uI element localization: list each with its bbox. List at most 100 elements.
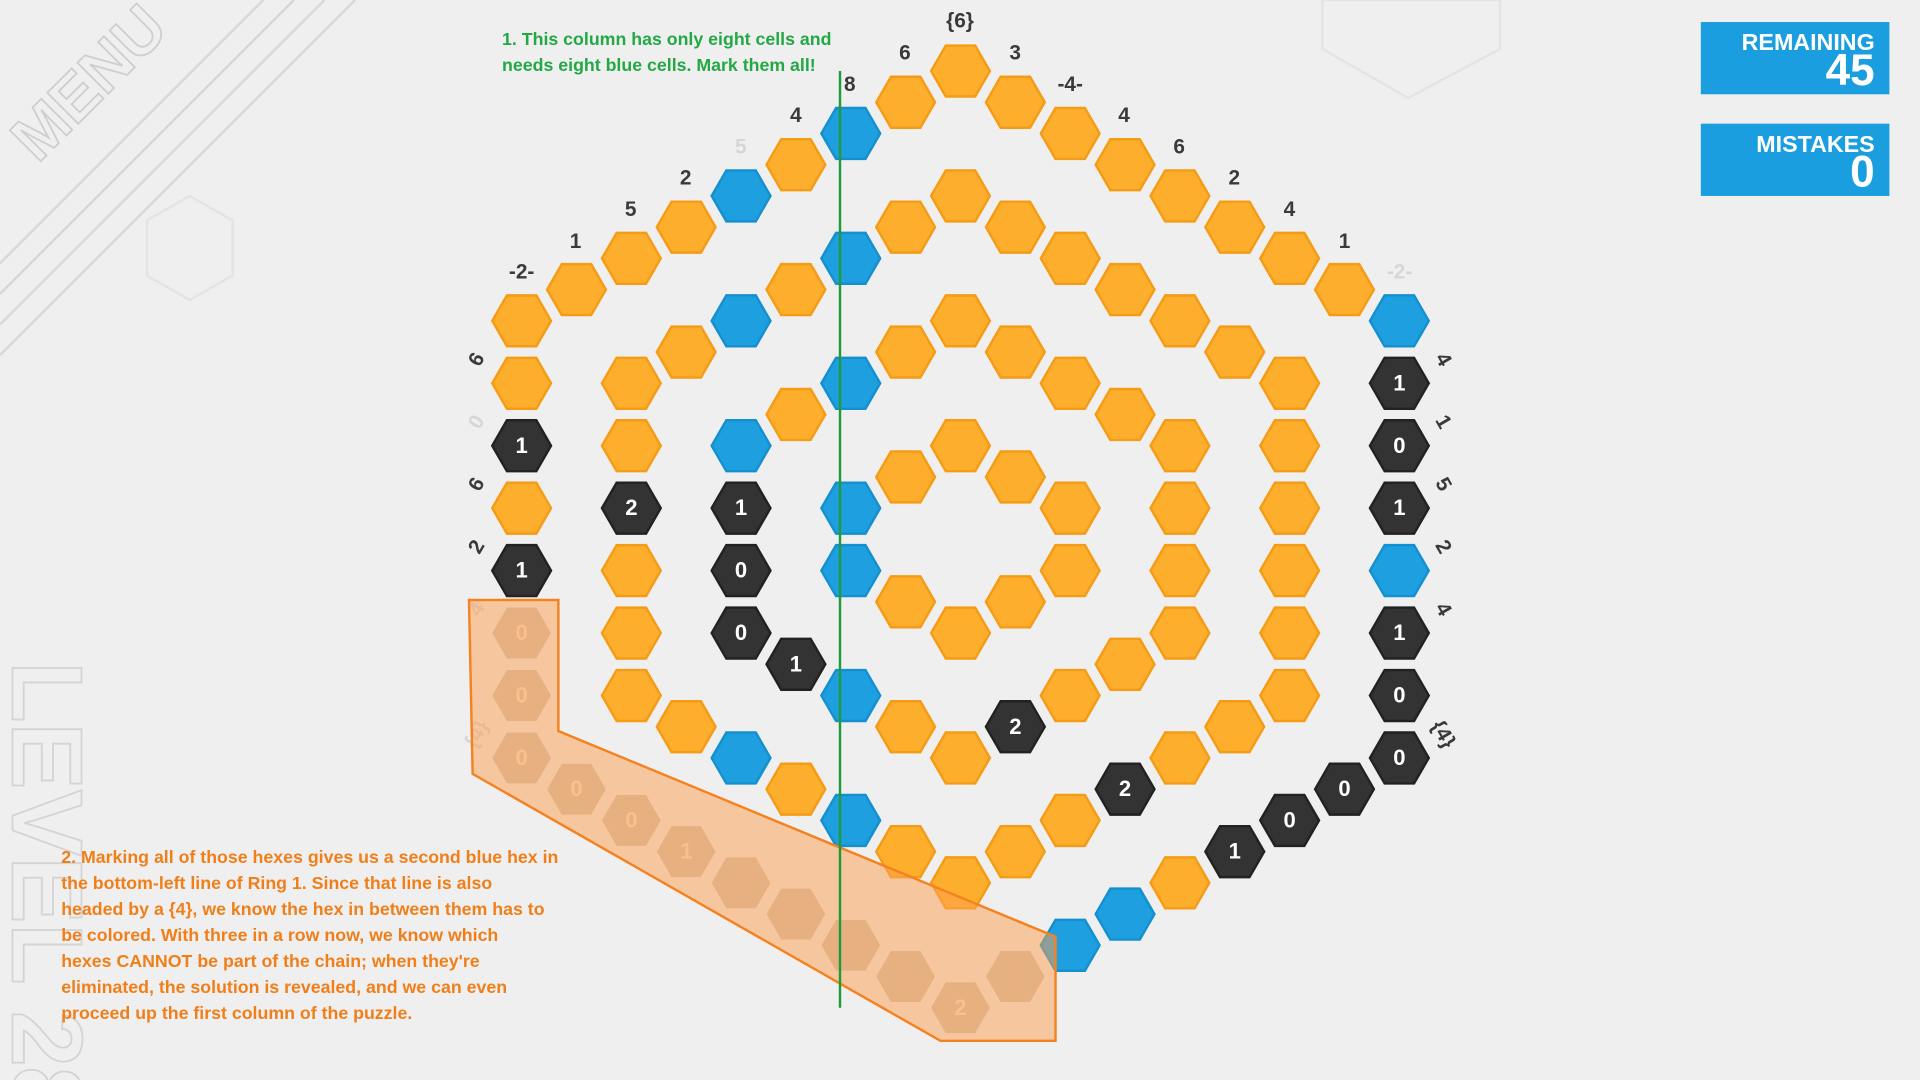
hex-cell[interactable] <box>984 200 1047 254</box>
hex-cell[interactable] <box>874 700 937 754</box>
hex-cell[interactable] <box>1203 700 1266 754</box>
hex-cell[interactable] <box>984 325 1047 379</box>
menu-button[interactable]: MENU <box>0 0 181 175</box>
hex-cell[interactable] <box>819 668 882 723</box>
hex-cell[interactable] <box>1039 481 1102 535</box>
hex-cell[interactable] <box>1258 481 1321 535</box>
hex-cell[interactable] <box>1368 356 1431 410</box>
hex-cell[interactable] <box>600 481 663 535</box>
hex-cell[interactable] <box>1149 481 1211 535</box>
hex-cell[interactable] <box>490 294 553 348</box>
hex-cell[interactable] <box>1039 793 1102 848</box>
hex-cell[interactable] <box>1203 325 1266 379</box>
hex-cell[interactable] <box>1313 262 1376 317</box>
hex-cell[interactable] <box>600 419 663 473</box>
hex-cell[interactable] <box>1368 481 1431 535</box>
hex-cell[interactable] <box>819 231 882 286</box>
hex-cell[interactable] <box>929 44 992 98</box>
hex-cell[interactable] <box>1368 668 1431 723</box>
hex-cell[interactable] <box>874 75 937 129</box>
hex-cell[interactable] <box>710 731 772 785</box>
hex-cell[interactable] <box>1258 356 1321 410</box>
hex-cell[interactable] <box>1368 294 1431 348</box>
hex-cell[interactable] <box>710 481 772 535</box>
hex-cell[interactable] <box>1258 419 1321 473</box>
hex-cell[interactable] <box>710 419 772 473</box>
hex-cell[interactable] <box>765 762 827 816</box>
hex-cell[interactable] <box>1258 543 1321 598</box>
hex-cell[interactable] <box>1149 731 1211 785</box>
hex-cell[interactable] <box>1094 762 1156 816</box>
hex-cell[interactable] <box>1039 231 1102 286</box>
hex-cell[interactable] <box>984 824 1047 879</box>
hex-cell[interactable] <box>819 793 882 848</box>
hex-cell[interactable] <box>765 387 827 442</box>
hex-cell[interactable] <box>984 75 1047 129</box>
hex-cell[interactable] <box>1368 731 1431 785</box>
hex-cell[interactable] <box>1258 668 1321 723</box>
hex-cell[interactable] <box>710 606 772 660</box>
hex-cell[interactable] <box>655 200 718 254</box>
hex-cell[interactable] <box>655 700 718 754</box>
hex-cell[interactable] <box>819 356 882 410</box>
hex-cell[interactable] <box>1149 294 1211 348</box>
hex-cell[interactable] <box>600 356 663 410</box>
hex-cell[interactable] <box>1094 137 1156 192</box>
hex-cell[interactable] <box>984 700 1047 754</box>
clue: 0 <box>464 411 490 433</box>
hex-cell[interactable] <box>600 668 663 723</box>
hex-cell[interactable] <box>600 231 663 286</box>
hex-cell[interactable] <box>1149 419 1211 473</box>
hex-cell[interactable] <box>490 356 553 410</box>
hex-cell[interactable] <box>874 325 937 379</box>
hex-cell[interactable] <box>1258 231 1321 286</box>
hex-cell[interactable] <box>765 137 827 192</box>
hex-cell[interactable] <box>929 419 992 473</box>
hex-cell[interactable] <box>710 294 772 348</box>
hex-cell[interactable] <box>545 262 608 317</box>
hex-cell[interactable] <box>874 200 937 254</box>
hex-cell[interactable] <box>490 481 553 535</box>
hex-cell[interactable] <box>1149 543 1211 598</box>
cell-number: 2 <box>625 495 637 520</box>
hex-cell[interactable] <box>984 450 1047 504</box>
hex-cell[interactable] <box>1258 793 1321 848</box>
hex-cell[interactable] <box>1039 668 1102 723</box>
hex-cell[interactable] <box>1039 106 1102 161</box>
hex-cell[interactable] <box>1094 262 1156 317</box>
hex-cell[interactable] <box>765 637 827 691</box>
hex-cell[interactable] <box>1149 169 1211 223</box>
hex-cell[interactable] <box>1094 387 1156 442</box>
hex-cell[interactable] <box>929 606 992 660</box>
hex-cell[interactable] <box>984 575 1047 629</box>
hex-cell[interactable] <box>1094 637 1156 691</box>
hex-cell[interactable] <box>600 606 663 660</box>
hex-cell[interactable] <box>655 325 718 379</box>
hex-cell[interactable] <box>600 543 663 598</box>
hex-cell[interactable] <box>765 262 827 317</box>
hex-cell[interactable] <box>819 481 882 535</box>
hex-cell[interactable] <box>1149 606 1211 660</box>
hex-cell[interactable] <box>929 169 992 223</box>
hex-cell[interactable] <box>1094 887 1156 941</box>
hex-cell[interactable] <box>819 543 882 598</box>
hex-cell[interactable] <box>490 419 553 473</box>
hex-cell[interactable] <box>1039 356 1102 410</box>
hex-cell[interactable] <box>1368 606 1431 660</box>
hex-cell[interactable] <box>490 543 553 598</box>
hex-cell[interactable] <box>874 450 937 504</box>
hex-cell[interactable] <box>710 543 772 598</box>
hex-cell[interactable] <box>1258 606 1321 660</box>
hex-cell[interactable] <box>874 575 937 629</box>
hex-cell[interactable] <box>710 169 772 223</box>
hex-cell[interactable] <box>1203 824 1266 879</box>
hex-cell[interactable] <box>1149 856 1211 910</box>
hex-cell[interactable] <box>1313 762 1376 816</box>
hex-cell[interactable] <box>929 731 992 785</box>
hex-cell[interactable] <box>1203 200 1266 254</box>
hex-cell[interactable] <box>1368 419 1431 473</box>
hex-cell[interactable] <box>1368 543 1431 598</box>
hex-cell[interactable] <box>819 106 882 161</box>
hex-cell[interactable] <box>1039 543 1102 598</box>
hex-cell[interactable] <box>929 294 992 348</box>
